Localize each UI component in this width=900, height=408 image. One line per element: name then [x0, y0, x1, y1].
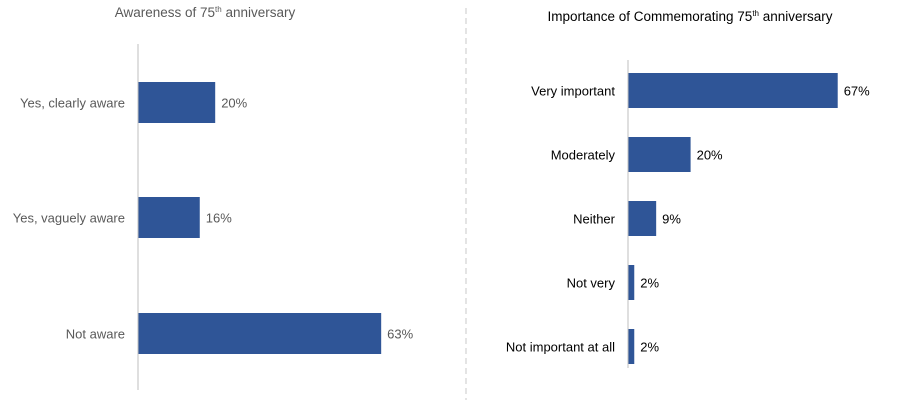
data-label: 16%: [206, 211, 232, 226]
chart-title: Importance of Commemorating 75th anniver…: [547, 9, 832, 24]
category-label: Yes, clearly aware: [20, 96, 125, 111]
bar: [628, 73, 838, 108]
bar: [628, 201, 657, 236]
data-label: 20%: [221, 96, 247, 111]
data-label: 2%: [640, 276, 659, 291]
category-label: Very important: [531, 84, 615, 99]
category-label: Not aware: [66, 327, 125, 342]
category-label: Not important at all: [506, 340, 615, 355]
bar: [138, 313, 382, 354]
bar: [138, 197, 200, 238]
bar: [628, 137, 691, 172]
category-label: Yes, vaguely aware: [13, 211, 125, 226]
chart-title: Awareness of 75th anniversary: [115, 5, 296, 20]
data-label: 67%: [844, 84, 870, 99]
data-label: 63%: [387, 327, 413, 342]
data-label: 9%: [662, 212, 681, 227]
data-label: 2%: [640, 340, 659, 355]
bar: [628, 329, 635, 364]
category-label: Not very: [567, 276, 616, 291]
bar: [628, 265, 635, 300]
data-label: 20%: [697, 148, 723, 163]
category-label: Moderately: [551, 148, 616, 163]
bar: [138, 82, 216, 123]
category-label: Neither: [573, 212, 616, 227]
